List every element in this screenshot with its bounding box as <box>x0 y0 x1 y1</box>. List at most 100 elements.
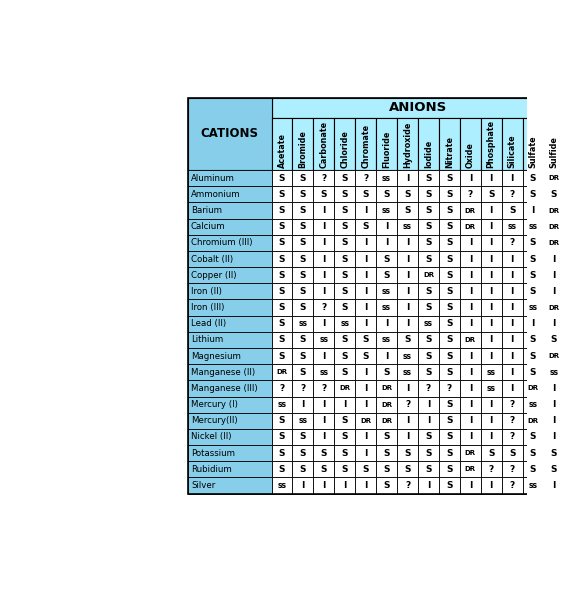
Text: ss: ss <box>319 368 328 377</box>
Text: ?: ? <box>510 432 515 441</box>
Bar <box>334 235 355 251</box>
Text: S: S <box>278 417 285 425</box>
Bar <box>376 219 397 235</box>
Bar <box>397 251 418 267</box>
Bar <box>376 251 397 267</box>
Bar <box>439 477 460 493</box>
Bar <box>460 364 481 381</box>
Bar <box>355 300 376 316</box>
Text: ss: ss <box>382 335 391 345</box>
Text: ss: ss <box>319 335 328 345</box>
Bar <box>314 445 334 461</box>
Text: I: I <box>364 206 367 215</box>
Bar <box>355 219 376 235</box>
Text: S: S <box>278 465 285 474</box>
Text: I: I <box>385 238 388 247</box>
Bar <box>522 348 543 364</box>
Text: DR: DR <box>464 224 476 230</box>
Text: I: I <box>469 368 472 377</box>
Bar <box>522 332 543 348</box>
Bar <box>355 118 376 170</box>
Bar <box>418 429 439 445</box>
Bar <box>481 267 502 283</box>
Text: S: S <box>383 448 390 458</box>
Bar <box>439 235 460 251</box>
Bar <box>543 186 565 202</box>
Text: S: S <box>425 432 432 441</box>
Text: I: I <box>385 319 388 328</box>
Bar <box>543 235 565 251</box>
Text: S: S <box>425 303 432 312</box>
Text: S: S <box>278 432 285 441</box>
Text: I: I <box>469 271 472 280</box>
Text: I: I <box>552 287 556 296</box>
Text: I: I <box>469 254 472 264</box>
Text: ss: ss <box>403 222 412 231</box>
Bar <box>292 202 314 219</box>
Bar <box>543 429 565 445</box>
Bar <box>460 202 481 219</box>
Text: DR: DR <box>464 450 476 456</box>
Bar <box>376 332 397 348</box>
Text: S: S <box>446 303 453 312</box>
Text: S: S <box>425 335 432 345</box>
Bar <box>481 445 502 461</box>
Text: S: S <box>300 206 306 215</box>
Text: S: S <box>383 368 390 377</box>
Text: DR: DR <box>549 175 560 181</box>
Text: S: S <box>383 271 390 280</box>
Bar <box>460 445 481 461</box>
Text: S: S <box>446 335 453 345</box>
Text: I: I <box>322 206 325 215</box>
Text: I: I <box>322 400 325 409</box>
Text: I: I <box>322 287 325 296</box>
Bar <box>397 348 418 364</box>
Bar <box>334 170 355 186</box>
Bar <box>522 219 543 235</box>
Bar <box>334 283 355 300</box>
Text: S: S <box>446 173 453 183</box>
Text: I: I <box>322 271 325 280</box>
Bar <box>314 477 334 493</box>
Text: Iodide: Iodide <box>424 140 433 168</box>
Bar <box>314 267 334 283</box>
Text: ss: ss <box>382 206 391 215</box>
Bar <box>314 283 334 300</box>
Text: S: S <box>488 190 494 199</box>
Bar <box>292 316 314 332</box>
Text: I: I <box>552 319 556 328</box>
Text: S: S <box>530 287 536 296</box>
Bar <box>271 348 292 364</box>
Bar <box>292 283 314 300</box>
Text: I: I <box>322 352 325 360</box>
Text: DR: DR <box>528 385 539 391</box>
Text: S: S <box>446 206 453 215</box>
Bar <box>418 461 439 477</box>
Bar <box>397 445 418 461</box>
Bar <box>314 364 334 381</box>
Text: DR: DR <box>549 353 560 359</box>
Bar <box>460 300 481 316</box>
Text: ?: ? <box>510 238 515 247</box>
Text: DR: DR <box>549 304 560 310</box>
Text: I: I <box>301 400 305 409</box>
Text: ?: ? <box>300 384 305 393</box>
Bar <box>460 412 481 429</box>
Text: S: S <box>446 481 453 490</box>
Bar <box>481 412 502 429</box>
Text: I: I <box>469 173 472 183</box>
Text: S: S <box>446 319 453 328</box>
Text: DR: DR <box>360 418 371 424</box>
Text: ss: ss <box>529 400 538 409</box>
Text: ?: ? <box>510 465 515 474</box>
Bar <box>439 396 460 412</box>
Text: I: I <box>364 384 367 393</box>
Bar <box>188 477 271 493</box>
Bar <box>397 202 418 219</box>
Bar <box>376 202 397 219</box>
Text: I: I <box>364 432 367 441</box>
Bar <box>271 300 292 316</box>
Bar <box>502 300 522 316</box>
Bar <box>502 251 522 267</box>
Text: ss: ss <box>529 303 538 312</box>
